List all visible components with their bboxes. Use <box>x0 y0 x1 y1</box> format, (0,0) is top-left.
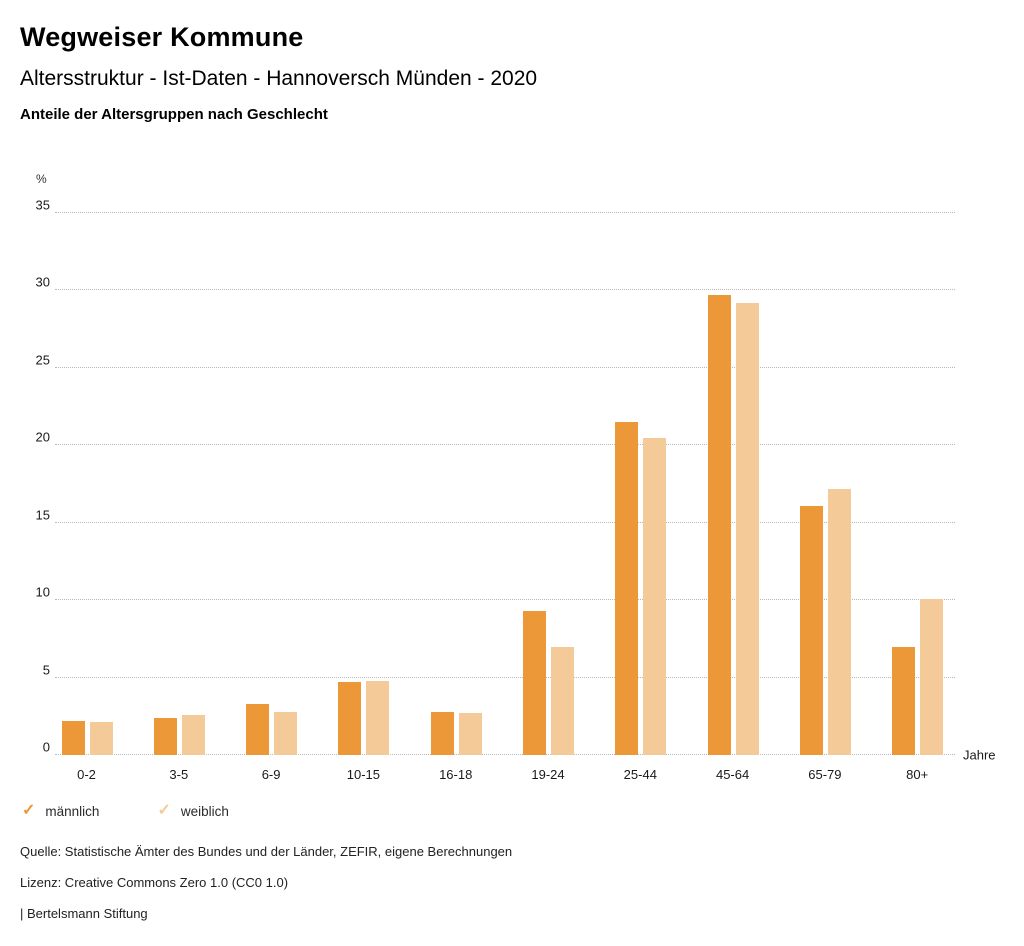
x-axis-category-label: 3-5 <box>169 767 189 782</box>
y-axis-tick-label: 25 <box>35 352 50 368</box>
gridline <box>55 599 955 601</box>
legend-item-weiblich[interactable]: ✓ weiblich <box>157 803 228 819</box>
x-axis-category-label: 19-24 <box>531 767 565 782</box>
brand-note: | Bertelsmann Stiftung <box>20 906 148 921</box>
bar-male-16-18[interactable] <box>430 711 454 755</box>
gridline <box>55 212 955 213</box>
bar-male-65-79[interactable] <box>799 505 823 755</box>
y-axis-tick-label: 35 <box>35 197 50 213</box>
x-axis-unit-label: Jahre <box>963 747 996 763</box>
bar-female-3-5[interactable] <box>181 714 205 755</box>
legend-item-maennlich[interactable]: ✓ männlich <box>22 803 99 819</box>
y-axis-tick-label: 20 <box>35 429 50 445</box>
x-axis-category-label: 45-64 <box>715 767 750 782</box>
x-axis-category-label: 6-9 <box>261 767 281 782</box>
bar-male-0-2[interactable] <box>61 720 85 755</box>
gridline <box>55 366 955 368</box>
gridline <box>55 444 955 446</box>
bar-male-6-9[interactable] <box>246 703 270 755</box>
legend-label: weiblich <box>180 803 229 819</box>
legend: ✓ männlich ✓ weiblich <box>22 803 229 819</box>
x-axis-category-label: 16-18 <box>439 767 473 782</box>
y-axis-tick-label: 10 <box>35 584 50 600</box>
chart-heading: Anteile der Altersgruppen nach Geschlech… <box>20 106 328 123</box>
x-axis-category-label: 25-44 <box>623 767 657 782</box>
gridline <box>55 676 955 678</box>
gridline <box>55 289 955 291</box>
y-axis-tick-label: 0 <box>42 739 50 755</box>
plot-area: 0 5 10 15 20 25 30 35 0-2 3-5 6-9 10-15 16-18 19-24 25… <box>36 198 996 783</box>
gridline <box>55 521 955 523</box>
bar-female-80+[interactable] <box>920 598 944 755</box>
y-axis-tick-label: 15 <box>35 507 50 523</box>
bar-female-45-64[interactable] <box>735 302 759 755</box>
x-axis-category-label: 10-15 <box>346 767 381 782</box>
gridline <box>55 754 955 755</box>
bar-male-3-5[interactable] <box>153 717 177 755</box>
bar-female-19-24[interactable] <box>551 646 574 755</box>
checkmark-icon: ✓ <box>22 802 36 819</box>
checkmark-icon: ✓ <box>157 802 171 819</box>
legend-label: männlich <box>45 803 100 819</box>
bar-female-25-44[interactable] <box>643 437 667 755</box>
app-title: Wegweiser Kommune <box>20 22 304 52</box>
bar-male-25-44[interactable] <box>615 422 639 755</box>
bar-female-65-79[interactable] <box>827 488 851 755</box>
bar-female-0-2[interactable] <box>89 722 113 755</box>
license-note: Lizenz: Creative Commons Zero 1.0 (CC0 1… <box>20 875 289 890</box>
chart-subtitle: Altersstruktur - Ist-Daten - Hannoversch… <box>20 67 538 90</box>
bar-female-10-15[interactable] <box>366 680 390 755</box>
y-axis-tick-label: 30 <box>35 274 50 290</box>
y-axis-tick-label: 5 <box>42 662 50 678</box>
bar-female-16-18[interactable] <box>458 713 482 755</box>
bar-male-45-64[interactable] <box>707 295 731 755</box>
bar-male-10-15[interactable] <box>338 682 362 755</box>
bar-male-19-24[interactable] <box>523 610 546 755</box>
bar-male-80+[interactable] <box>892 646 916 755</box>
bar-female-6-9[interactable] <box>274 711 298 755</box>
x-axis-category-label: 0-2 <box>77 767 96 782</box>
y-axis-unit-label: % <box>36 172 47 186</box>
x-axis-category-label: 65-79 <box>808 767 842 782</box>
source-note: Quelle: Statistische Ämter des Bundes un… <box>20 844 513 859</box>
x-axis-category-label: 80+ <box>906 767 929 782</box>
